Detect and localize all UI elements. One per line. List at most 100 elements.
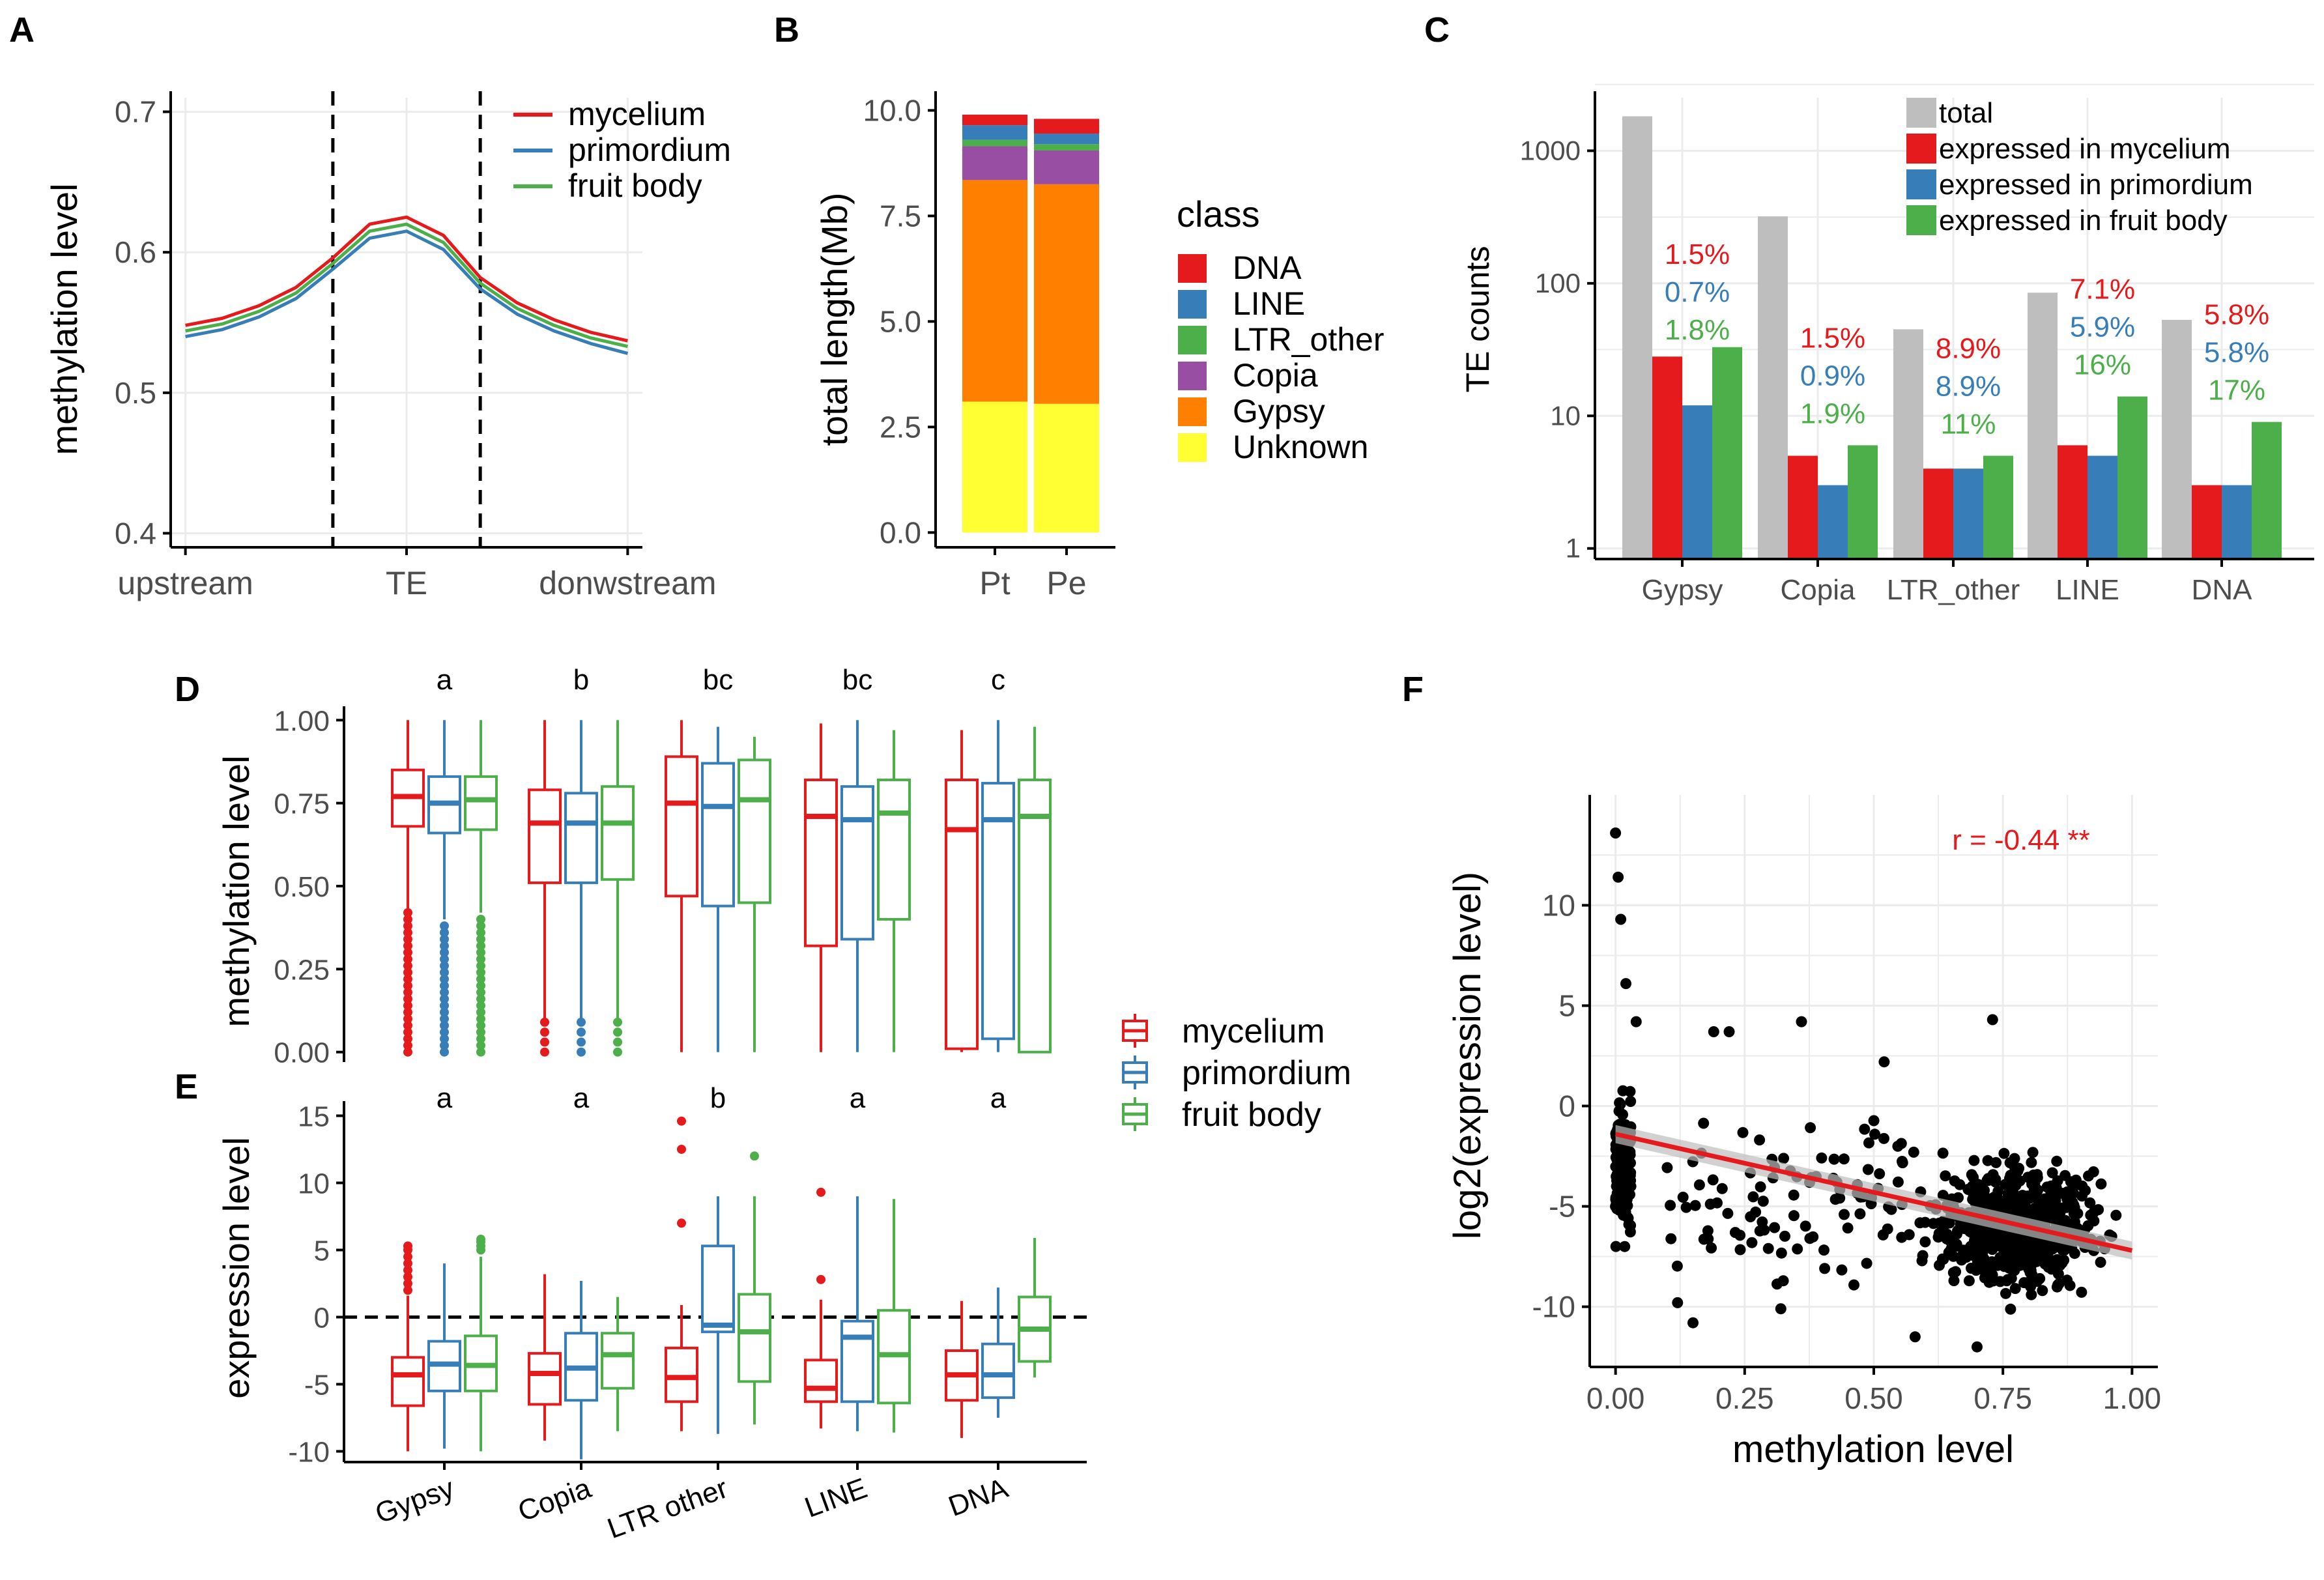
x-tick-label: Pt [979, 565, 1010, 601]
panel-c-bars [1622, 116, 2282, 560]
scatter-point [1934, 1259, 1945, 1271]
box-outlier [540, 1037, 549, 1047]
scatter-point [1723, 1026, 1735, 1037]
legend-label: mycelium [1182, 1013, 1325, 1050]
box-body-mycelium [804, 778, 838, 947]
box-body-mycelium [528, 788, 562, 884]
bar-Pt-Gypsy [962, 180, 1027, 402]
box-outlier [403, 908, 412, 917]
scatter-point [1914, 1217, 1926, 1229]
scatter-point [1869, 1128, 1880, 1140]
scatter-point [1882, 1223, 1893, 1235]
panel-d-significance-letters: a b bc bc c [437, 664, 1005, 696]
scatter-point [1622, 1213, 1634, 1224]
legend-label: expressed in fruit body [1939, 205, 2228, 237]
percent-label-mycelium: 5.8% [2204, 299, 2269, 331]
box-outlier [476, 961, 485, 971]
scatter-point [1954, 1179, 1966, 1190]
panel-e-y-axis-title: expression level [216, 1137, 257, 1399]
box-outlier [403, 968, 412, 977]
panel-label-e: E [175, 1067, 198, 1106]
scatter-point [2084, 1197, 2096, 1209]
box-outlier [440, 1047, 449, 1057]
box-outlier [476, 1001, 485, 1011]
y-tick-label: -5 [1549, 1190, 1575, 1224]
box-body-fruit-body [738, 758, 771, 904]
percent-label-primordium: 8.9% [1936, 371, 2001, 403]
y-tick-label: 0.4 [115, 516, 156, 550]
panel-a-series-lines [185, 215, 629, 355]
significance-letter: b [710, 1082, 726, 1114]
bar-LINE-2 [2087, 455, 2117, 559]
scatter-point [1616, 1145, 1628, 1157]
scatter-point [1792, 1243, 1803, 1255]
significance-letter: bc [703, 664, 733, 696]
scatter-point [2088, 1207, 2100, 1218]
box-outlier [440, 1007, 449, 1017]
box-outlier [440, 981, 449, 990]
scatter-point [1917, 1250, 1929, 1261]
y-tick-label: 0.00 [274, 1037, 330, 1069]
scatter-point [1968, 1155, 1980, 1166]
legend-label: DNA [1233, 250, 1302, 286]
scatter-point [1611, 1203, 1623, 1214]
panel-e-y-ticks: -10 -5 0 5 10 15 [288, 1100, 344, 1469]
box-outlier [476, 1007, 485, 1017]
scatter-point [1937, 1190, 1949, 1201]
scatter-point [1698, 1117, 1710, 1129]
scatter-point [1990, 1238, 2001, 1250]
scatter-point [1861, 1257, 1872, 1269]
panel-a-gridlines [171, 98, 642, 547]
legend-label: LINE [1233, 285, 1305, 322]
panel-b-axes [934, 91, 1115, 549]
box-outlier [403, 1279, 412, 1288]
panel-f-y-axis-title: log2(expression level) [1446, 872, 1489, 1239]
scatter-point [2059, 1170, 2071, 1181]
scatter-point [1839, 1209, 1850, 1220]
scatter-point [2041, 1251, 2052, 1263]
scatter-point [1874, 1168, 1886, 1179]
legend-key-LINE [1178, 290, 1207, 319]
box-outlier [476, 1034, 485, 1044]
panel-a-te-boundaries [331, 91, 482, 547]
box-body-fruit-body [1018, 778, 1052, 1054]
scatter-point [1998, 1147, 2010, 1159]
scatter-point [1805, 1122, 1816, 1134]
scatter-point [1878, 1056, 1890, 1068]
box-outlier [577, 1037, 586, 1047]
scatter-point [1983, 1198, 1994, 1209]
scatter-point [1737, 1127, 1749, 1138]
box-outlier [403, 1001, 412, 1011]
x-tick-label: TE [386, 565, 427, 601]
y-tick-label: 0.50 [274, 871, 330, 903]
box-outlier [677, 1218, 686, 1228]
box-outlier [440, 928, 449, 938]
box-outlier [403, 1041, 412, 1050]
box-body-mycelium [945, 778, 979, 1050]
scatter-point [2027, 1147, 2039, 1158]
panel-de-legend: mycelium primordium fruit body [1122, 1013, 1351, 1134]
scatter-point [1693, 1179, 1705, 1191]
box-outlier [476, 947, 485, 957]
scatter-point [2046, 1167, 2058, 1179]
box-body-mycelium [665, 755, 698, 898]
box-outlier [403, 1252, 412, 1261]
box-outlier [613, 1027, 622, 1037]
panel-c-legend: total expressed in mycelium expressed in p… [1906, 97, 2253, 237]
box-outlier [476, 941, 485, 951]
box-outlier [577, 1047, 586, 1057]
scatter-point [1908, 1146, 1919, 1158]
bar-Pt-Unknown [962, 401, 1027, 533]
box-outlier [440, 955, 449, 964]
x-tick-label: Gypsy [1642, 574, 1723, 606]
box-outlier [403, 1034, 412, 1044]
legend-label: primordium [1182, 1054, 1351, 1092]
percent-label-primordium: 5.9% [2070, 311, 2135, 343]
panel-c-percent-labels: 1.5% 0.7% 1.8% 1.5% 0.9% 1.9% 8.9% 8.9% 11% 7.1% 5… [1665, 238, 2269, 440]
scatter-point [1878, 1132, 1889, 1144]
scatter-point [2053, 1278, 2065, 1289]
legend-key-DNA [1178, 254, 1207, 283]
x-tick-label: Gypsy [371, 1472, 458, 1530]
scatter-point [1834, 1192, 1846, 1204]
scatter-point [1788, 1210, 1800, 1222]
